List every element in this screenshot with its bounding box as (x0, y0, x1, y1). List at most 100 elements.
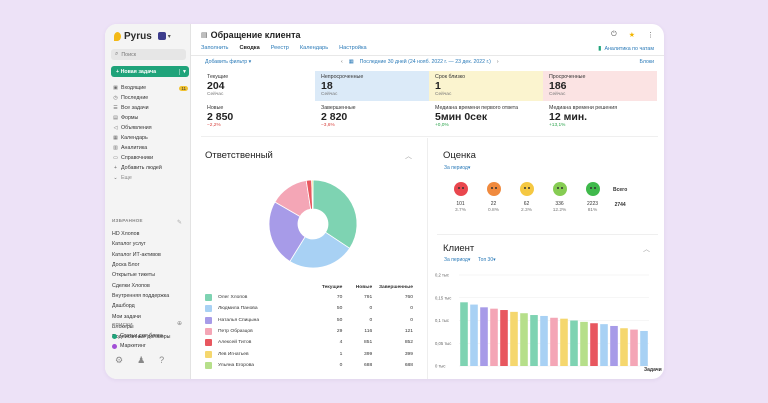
bar[interactable] (510, 311, 518, 366)
rating-item[interactable]: 2223 81% (576, 182, 609, 213)
stat-card[interactable]: Медиана времени решения 12 мин. +13,1% (543, 102, 657, 132)
bar[interactable] (530, 315, 538, 366)
bar[interactable] (600, 324, 608, 366)
bar[interactable] (640, 330, 648, 366)
pie-slice[interactable] (311, 179, 314, 210)
collapse-icon[interactable]: ︿ (405, 153, 412, 160)
table-row[interactable]: Петр Образцов 29 116 121 (205, 326, 413, 337)
bell-icon[interactable]: ♟ (137, 355, 146, 365)
stat-card[interactable]: Текущие 204 Сейчас (201, 71, 315, 101)
favorite-item[interactable]: HD Хлопов (112, 229, 188, 239)
rating-period-link[interactable]: За период▾ (444, 165, 471, 171)
stat-card[interactable]: Непросроченные 18 Сейчас (315, 71, 429, 101)
list-item[interactable]: Статьи для блога (112, 331, 188, 341)
tab[interactable]: Календарь (299, 45, 329, 51)
table-header-cell[interactable]: Завершенные (378, 284, 413, 290)
more-icon[interactable]: ⋮ (647, 32, 654, 39)
bar[interactable] (520, 313, 528, 366)
stat-card[interactable]: Срок близко 1 Сейчас (429, 71, 543, 101)
tab[interactable]: Настройка (339, 45, 367, 51)
blocks-button[interactable]: Блоки (639, 59, 654, 65)
collapse-icon[interactable]: ︿ (643, 246, 650, 253)
pie-slice[interactable] (268, 201, 306, 262)
logo[interactable]: Pyrus ▾ (114, 29, 171, 43)
tab[interactable]: Сводка (239, 45, 260, 51)
sidebar-item[interactable]: ▭ Справочники (112, 153, 188, 163)
bar[interactable] (630, 329, 638, 366)
stat-card[interactable]: Новые 2 850 −2,2% (201, 102, 315, 132)
new-task-button[interactable]: + Новая задача ▼ (111, 66, 189, 77)
rating-item[interactable]: 101 3.7% (444, 182, 477, 213)
favorite-item[interactable]: Подписанные договоры (112, 332, 188, 342)
table-row[interactable]: Людмила Панова 50 0 0 (205, 303, 413, 314)
bar[interactable] (480, 307, 488, 366)
tab[interactable]: Реестр (270, 45, 289, 51)
sidebar-item[interactable]: ▦ Календарь (112, 133, 188, 143)
favorite-item[interactable]: Каталог ИТ-активов (112, 250, 188, 260)
rating-item[interactable]: 22 0.8% (477, 182, 510, 213)
edit-icon[interactable]: ✎ (177, 220, 183, 226)
help-icon[interactable]: ? (159, 355, 165, 365)
sidebar-item[interactable]: ⌄ Еще (112, 173, 188, 183)
prev-period-icon[interactable]: ‹ (341, 59, 343, 65)
table-row[interactable]: Алексей Титов 4 851 852 (205, 337, 413, 348)
client-period-link[interactable]: За период▾ (444, 257, 471, 263)
period-label[interactable]: Последние 30 дней (24 нояб. 2022 г. — 23… (359, 59, 491, 65)
sidebar-item[interactable]: + Добавить людей (112, 163, 188, 173)
add-filter-button[interactable]: Добавить фильтр ▾ (205, 59, 252, 65)
bar[interactable] (470, 304, 478, 366)
chevron-down-icon[interactable]: ▼ (179, 68, 189, 75)
pie-slice[interactable] (312, 179, 358, 249)
bar[interactable] (540, 315, 548, 366)
chevron-down-icon[interactable]: ▾ (167, 33, 171, 40)
bar[interactable] (460, 302, 468, 366)
favorite-item[interactable]: Сделки Хлопов (112, 280, 188, 290)
favorite-item[interactable]: Блокеры (112, 322, 188, 332)
stat-card[interactable]: Медиана времени первого ответа 5мин 0сек +… (429, 102, 543, 132)
bar[interactable] (570, 320, 578, 367)
favorite-item[interactable]: Внутренняя поддержка (112, 291, 188, 301)
gear-icon[interactable]: ⚙ (115, 355, 124, 365)
bar[interactable] (610, 325, 618, 366)
bar[interactable] (580, 321, 588, 366)
analytics-link[interactable]: ▮ Аналитика по чатам (598, 45, 654, 53)
bar[interactable] (550, 317, 558, 366)
rating-item[interactable]: 336 12.2% (543, 182, 576, 213)
tab[interactable]: Заполнить (201, 45, 229, 51)
client-top-link[interactable]: Топ 30▾ (478, 257, 496, 263)
bar[interactable] (620, 328, 628, 366)
rating-item[interactable]: 62 2.3% (510, 182, 543, 213)
table-header-cell[interactable]: Новые (355, 284, 373, 290)
bar[interactable] (500, 310, 508, 366)
table-row[interactable]: Ульяна Егорова 0 688 688 (205, 360, 413, 371)
sidebar-item[interactable]: ▥ Аналитика (112, 143, 188, 153)
table-header-cell[interactable]: Текущие (321, 284, 343, 290)
sidebar-item[interactable]: ◁ Объявления (112, 123, 188, 133)
table-row[interactable]: Олег Хлопов 70 791 760 (205, 292, 413, 303)
bar[interactable] (560, 318, 568, 366)
star-icon[interactable]: ★ (628, 32, 635, 39)
list-item[interactable]: Маркетинг (112, 341, 188, 351)
stat-card[interactable]: Просроченные 186 Сейчас (543, 71, 657, 101)
sidebar-item[interactable]: ◷ Последние (112, 93, 188, 103)
new-cell: 791 (364, 295, 373, 301)
table-row[interactable]: Лев Игнатьев 1 399 399 (205, 348, 413, 359)
add-list-icon[interactable]: ⊕ (177, 321, 183, 327)
favorite-item[interactable]: Каталог услуг (112, 239, 188, 249)
org-avatar[interactable] (157, 32, 166, 40)
table-row[interactable]: Наталья Спицына 50 0 0 (205, 315, 413, 326)
search-input[interactable]: ⌕ Поиск (111, 49, 186, 60)
sidebar-item[interactable]: ▤ Формы (112, 113, 188, 123)
sidebar-item[interactable]: ☰ Все задачи (112, 103, 188, 113)
stat-card[interactable]: Завершенные 2 820 −3,6% (315, 102, 429, 132)
favorite-item[interactable]: Доска Блог (112, 260, 188, 270)
sidebar-item[interactable]: ▣ Входящие 11 (112, 83, 188, 93)
bar[interactable] (490, 308, 498, 366)
pie-slice[interactable] (289, 231, 351, 269)
favorite-item[interactable]: Дашборд (112, 301, 188, 311)
bar[interactable] (590, 323, 598, 366)
favorite-item[interactable]: Открытые тикеты (112, 270, 188, 280)
power-icon[interactable]: ⏻ (611, 31, 617, 38)
favorite-item[interactable]: Мои задачи (112, 311, 188, 321)
next-period-icon[interactable]: › (496, 59, 499, 65)
